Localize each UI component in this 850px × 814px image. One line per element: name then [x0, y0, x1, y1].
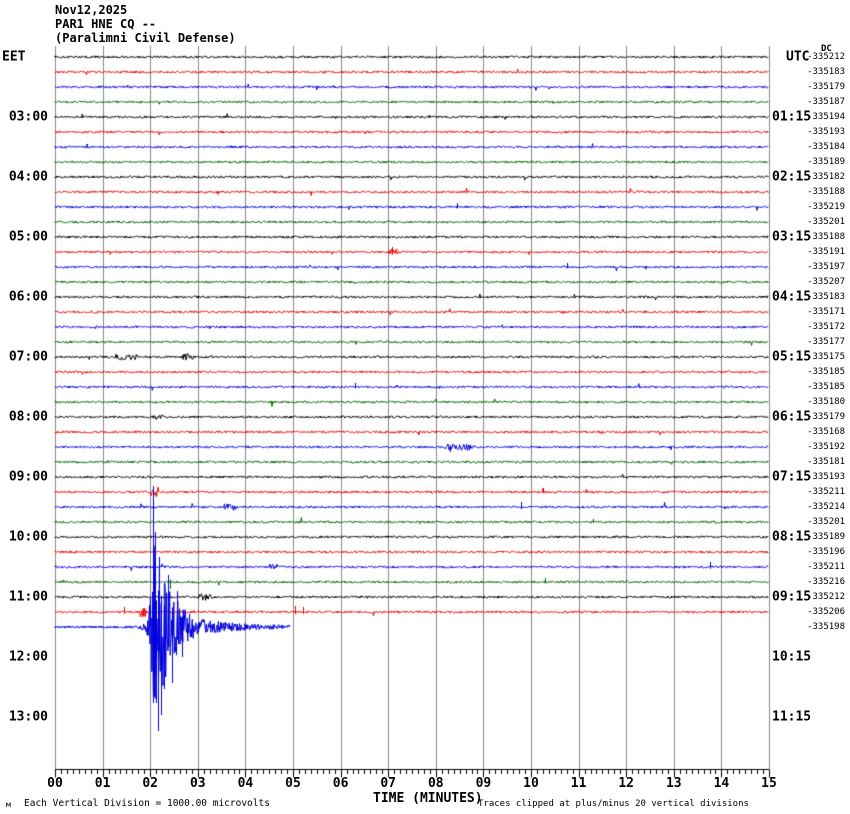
- plot-title: Nov12,2025 PAR1 HNE CQ -- (Paralimni Civil…: [55, 3, 236, 45]
- utc-hour-label: 08:15: [772, 529, 812, 545]
- minute-label: 06: [332, 776, 349, 791]
- minute-label: 10: [523, 776, 539, 791]
- eet-hour-label: 04:00: [8, 169, 48, 185]
- dc-value: -335175: [807, 352, 845, 362]
- watermark-glyph: м: [6, 800, 11, 809]
- clip-note: Traces clipped at plus/minus 20 vertical…: [478, 799, 749, 809]
- utc-hour-label: 11:15: [772, 709, 812, 725]
- minute-label: 03: [189, 776, 206, 791]
- dc-value: -335206: [807, 607, 845, 617]
- dc-value: -335183: [807, 292, 845, 302]
- dc-value: -335189: [807, 157, 845, 167]
- dc-value: -335181: [807, 457, 845, 467]
- dc-value: -335201: [807, 217, 845, 227]
- eet-hour-label: 13:00: [8, 709, 48, 725]
- dc-value: -335179: [807, 412, 845, 422]
- dc-value: -335193: [807, 127, 845, 137]
- dc-value: -335212: [807, 592, 845, 602]
- eet-hour-label: 12:00: [8, 649, 48, 665]
- eet-hour-label: 07:00: [8, 349, 48, 365]
- utc-hour-label: 06:15: [772, 409, 812, 425]
- utc-hour-label: 01:15: [772, 109, 812, 125]
- minute-label: 08: [427, 776, 444, 791]
- eet-hour-label: 03:00: [8, 109, 48, 125]
- dc-value: -335216: [807, 577, 845, 587]
- dc-value: -335211: [807, 487, 845, 497]
- dc-value: -335207: [807, 277, 845, 287]
- utc-hour-label: 09:15: [772, 589, 812, 605]
- minute-label: 00: [47, 776, 63, 791]
- dc-value: -335188: [807, 187, 845, 197]
- minute-label: 15: [761, 776, 777, 791]
- utc-hour-label: 05:15: [772, 349, 812, 365]
- dc-value: -335177: [807, 337, 845, 347]
- utc-hour-label: 03:15: [772, 229, 812, 245]
- dc-value: -335188: [807, 232, 845, 242]
- title-description: (Paralimni Civil Defense): [55, 31, 236, 45]
- title-station: PAR1 HNE CQ --: [55, 17, 157, 31]
- dc-value: -335172: [807, 322, 845, 332]
- dc-value: -335189: [807, 532, 845, 542]
- dc-value: -335183: [807, 67, 845, 77]
- dc-value: -335187: [807, 97, 845, 107]
- dc-value: -335184: [807, 142, 845, 152]
- x-axis-title: TIME (MINUTES): [373, 791, 483, 806]
- minute-label: 01: [94, 776, 111, 791]
- dc-value: -335185: [807, 367, 845, 377]
- dc-value: -335214: [807, 502, 845, 512]
- minute-label: 13: [665, 776, 682, 791]
- eet-axis-title: EET: [2, 49, 26, 65]
- dc-column-header: DC: [821, 44, 832, 54]
- eet-hour-label: 10:00: [8, 529, 48, 545]
- dc-value: -335171: [807, 307, 845, 317]
- minute-label: 09: [475, 776, 492, 791]
- dc-value: -335168: [807, 427, 845, 437]
- dc-value: -335198: [807, 622, 845, 632]
- dc-value: -335219: [807, 202, 845, 212]
- dc-value: -335193: [807, 472, 845, 482]
- dc-value: -335196: [807, 547, 845, 557]
- dc-value: -335180: [807, 397, 845, 407]
- title-date: Nov12,2025: [55, 3, 128, 17]
- minute-label: 04: [237, 776, 254, 791]
- eet-hour-label: 09:00: [8, 469, 48, 485]
- utc-axis-title: UTC: [786, 49, 810, 65]
- utc-hour-label: 07:15: [772, 469, 812, 485]
- dc-value: -335185: [807, 382, 845, 392]
- minute-label: 05: [285, 776, 301, 791]
- eet-hour-label: 05:00: [8, 229, 48, 245]
- minute-label: 12: [618, 776, 635, 791]
- dc-value: -335191: [807, 247, 845, 257]
- minute-label: 07: [380, 776, 397, 791]
- dc-value: -335201: [807, 517, 845, 527]
- utc-hour-label: 10:15: [772, 649, 812, 665]
- minute-label: 02: [142, 776, 159, 791]
- dc-value: -335212: [807, 52, 845, 62]
- eet-hour-label: 06:00: [8, 289, 48, 305]
- dc-value: -335182: [807, 172, 845, 182]
- dc-value: -335197: [807, 262, 845, 272]
- dc-value: -335179: [807, 82, 845, 92]
- dc-value: -335211: [807, 562, 845, 572]
- dc-value: -335192: [807, 442, 845, 452]
- minute-label: 11: [570, 776, 587, 791]
- minute-label: 14: [713, 776, 730, 791]
- dc-value: -335194: [807, 112, 845, 122]
- scale-note: Each Vertical Division = 1000.00 microvo…: [24, 798, 270, 809]
- eet-hour-label: 08:00: [8, 409, 48, 425]
- utc-hour-label: 02:15: [772, 169, 812, 185]
- eet-hour-label: 11:00: [8, 589, 48, 605]
- utc-hour-label: 04:15: [772, 289, 812, 305]
